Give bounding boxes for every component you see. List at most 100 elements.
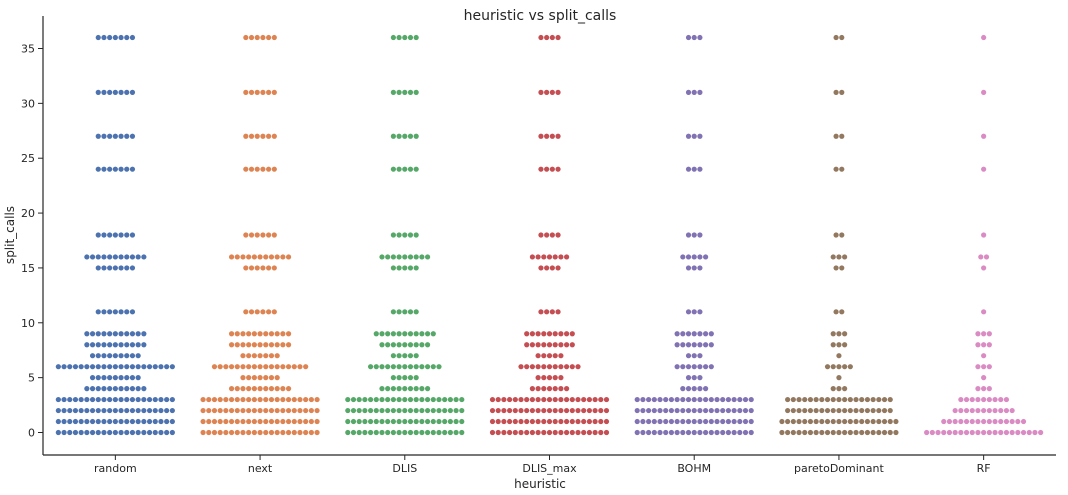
data-point <box>345 418 351 425</box>
data-point <box>555 265 561 271</box>
data-point <box>373 396 379 403</box>
data-point <box>135 364 141 370</box>
data-point <box>952 429 958 436</box>
data-point <box>981 166 987 172</box>
data-point <box>703 331 709 337</box>
data-point <box>158 364 164 370</box>
data-point <box>268 364 275 370</box>
data-point <box>859 396 865 403</box>
data-point <box>685 265 692 271</box>
data-point <box>385 429 391 436</box>
data-point <box>129 254 136 260</box>
data-point <box>963 418 970 425</box>
data-point <box>413 364 419 370</box>
data-point <box>447 396 453 403</box>
data-point <box>992 429 998 436</box>
data-point <box>742 396 749 403</box>
data-point <box>112 342 118 348</box>
data-point <box>680 418 686 425</box>
data-point <box>135 407 141 414</box>
data-point <box>314 407 320 414</box>
data-point <box>61 396 67 403</box>
data-point <box>507 429 513 436</box>
data-point <box>413 331 419 337</box>
data-point <box>436 418 442 425</box>
data-point <box>981 309 987 315</box>
data-point <box>413 34 419 41</box>
data-point <box>246 342 252 348</box>
x-tick-label: BOHM <box>677 462 711 475</box>
data-point <box>396 353 402 359</box>
data-point <box>396 265 402 271</box>
data-point <box>141 418 147 425</box>
data-point <box>55 407 61 414</box>
data-point <box>107 364 113 370</box>
data-point <box>830 386 836 392</box>
data-point <box>124 265 130 271</box>
data-point <box>402 364 408 370</box>
data-point <box>251 375 257 381</box>
data-point <box>685 364 692 370</box>
data-point <box>118 265 124 271</box>
data-point <box>263 353 269 359</box>
data-point <box>558 386 564 392</box>
data-point <box>257 418 263 425</box>
x-axis-ticks: random next DLIS DLIS_max BOHM paretoDominant… <box>94 455 991 475</box>
data-point <box>836 407 842 414</box>
data-point <box>158 418 164 425</box>
data-point <box>657 418 663 425</box>
data-point <box>61 418 67 425</box>
data-point <box>271 265 277 271</box>
data-point <box>274 342 280 348</box>
data-point <box>95 407 101 414</box>
data-point <box>790 407 796 414</box>
data-point <box>285 407 292 414</box>
data-point <box>986 418 992 425</box>
data-point <box>1038 429 1044 436</box>
data-point <box>708 429 714 436</box>
data-point <box>459 396 465 403</box>
data-point <box>842 418 848 425</box>
data-point <box>640 429 646 436</box>
data-point <box>396 34 402 41</box>
data-point <box>836 429 842 436</box>
data-point <box>407 254 414 260</box>
data-point <box>118 133 124 139</box>
data-point <box>101 133 107 139</box>
data-point <box>703 418 709 425</box>
data-point <box>541 364 547 370</box>
data-point <box>135 396 141 403</box>
data-point <box>413 89 419 95</box>
data-point <box>257 429 263 436</box>
data-point <box>697 407 703 414</box>
data-point <box>396 429 402 436</box>
data-point <box>141 407 147 414</box>
data-point <box>489 396 496 403</box>
data-point <box>95 309 101 315</box>
data-point <box>824 429 831 436</box>
data-point <box>986 429 992 436</box>
data-point <box>870 429 876 436</box>
data-point <box>657 396 663 403</box>
data-point <box>206 429 212 436</box>
data-point <box>541 254 547 260</box>
data-point <box>124 254 130 260</box>
data-point <box>89 407 96 414</box>
data-point <box>107 396 113 403</box>
data-point <box>839 89 845 95</box>
data-point <box>685 353 692 359</box>
data-point <box>552 407 558 414</box>
data-point <box>297 364 303 370</box>
data-point <box>266 34 272 41</box>
data-point <box>72 429 79 436</box>
data-point <box>430 396 436 403</box>
data-point <box>350 396 357 403</box>
data-point <box>285 386 292 392</box>
data-point <box>396 133 402 139</box>
data-point <box>84 386 90 392</box>
data-point <box>112 309 118 315</box>
data-point <box>89 364 96 370</box>
data-point <box>89 429 96 436</box>
data-point <box>663 418 669 425</box>
data-point <box>544 34 550 41</box>
